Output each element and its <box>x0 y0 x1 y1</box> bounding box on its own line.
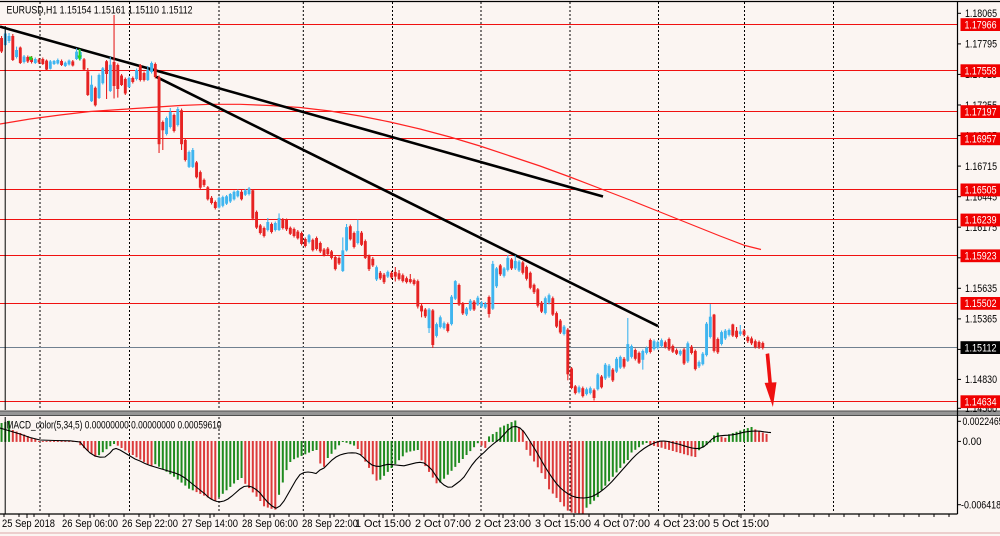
svg-text:27 Sep 14:00: 27 Sep 14:00 <box>182 518 238 530</box>
svg-text:1.16715: 1.16715 <box>965 161 997 173</box>
svg-text:0.0022465: 0.0022465 <box>963 416 1000 428</box>
svg-text:1.15365: 1.15365 <box>965 314 997 326</box>
svg-text:3 Oct 15:00: 3 Oct 15:00 <box>535 518 591 530</box>
svg-text:28 Sep 06:00: 28 Sep 06:00 <box>242 518 298 530</box>
svg-text:28 Sep 22:00: 28 Sep 22:00 <box>302 518 358 530</box>
svg-text:EURUSD,H1 1.15154 1.15161 1.1: EURUSD,H1 1.15154 1.15161 1.15110 1.1511… <box>7 5 193 17</box>
svg-text:1.15635: 1.15635 <box>965 283 997 295</box>
svg-text:1.16505: 1.16505 <box>965 185 997 197</box>
svg-text:4 Oct 23:00: 4 Oct 23:00 <box>654 518 710 530</box>
svg-text:1.15502: 1.15502 <box>965 298 997 310</box>
svg-text:2 Oct 23:00: 2 Oct 23:00 <box>475 518 531 530</box>
svg-text:25 Sep 2018: 25 Sep 2018 <box>2 518 55 530</box>
svg-text:1.14634: 1.14634 <box>965 396 997 408</box>
svg-text:4 Oct 07:00: 4 Oct 07:00 <box>594 518 650 530</box>
svg-text:1.15112: 1.15112 <box>965 342 997 354</box>
svg-text:1 Oct 15:00: 1 Oct 15:00 <box>355 518 411 530</box>
svg-text:26 Sep 06:00: 26 Sep 06:00 <box>62 518 118 530</box>
svg-text:26 Sep 22:00: 26 Sep 22:00 <box>122 518 178 530</box>
svg-text:0.00: 0.00 <box>963 436 982 448</box>
svg-text:MACD_color(5,34,5) 0.00000000: MACD_color(5,34,5) 0.00000000 0.00000000… <box>7 420 222 432</box>
svg-text:1.14830: 1.14830 <box>965 374 997 386</box>
svg-text:1.18065: 1.18065 <box>965 8 997 20</box>
svg-text:1.16239: 1.16239 <box>965 215 997 227</box>
svg-text:1.17966: 1.17966 <box>965 19 997 31</box>
svg-text:-0.0064185: -0.0064185 <box>961 500 1000 512</box>
svg-text:1.17558: 1.17558 <box>965 65 997 77</box>
svg-text:1.17795: 1.17795 <box>965 39 997 51</box>
svg-text:1.17197: 1.17197 <box>965 106 997 118</box>
svg-text:1.15923: 1.15923 <box>965 251 997 263</box>
svg-text:5 Oct 15:00: 5 Oct 15:00 <box>713 518 769 530</box>
svg-text:1.16957: 1.16957 <box>965 134 997 146</box>
svg-text:2 Oct 07:00: 2 Oct 07:00 <box>415 518 471 530</box>
